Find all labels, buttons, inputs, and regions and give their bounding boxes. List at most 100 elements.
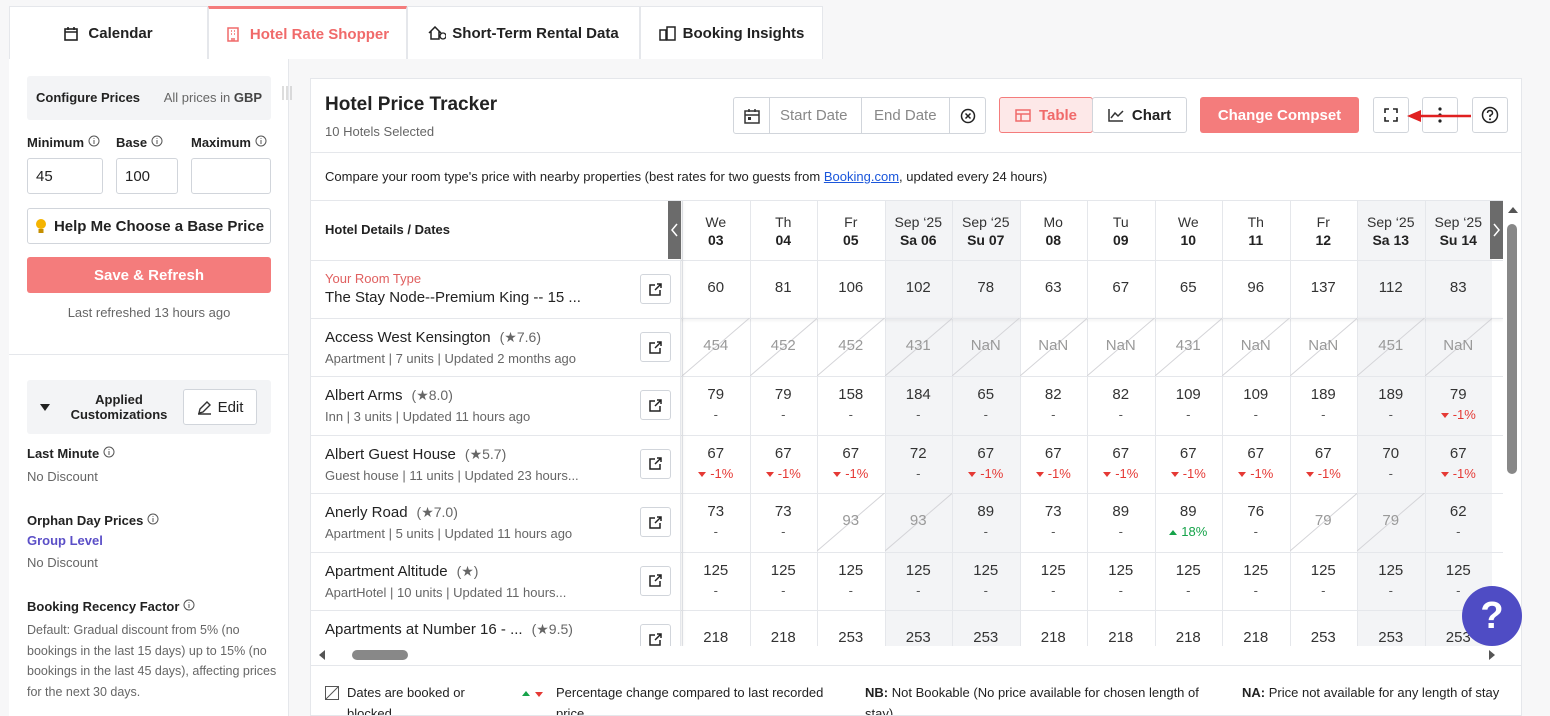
hotel-name-line: Albert Guest House (★5.7) [325,446,506,463]
slash [682,318,750,376]
slash [817,318,885,376]
start-date-input[interactable]: Start Date [780,107,848,124]
calendar-icon [744,109,760,124]
open-link-button[interactable] [640,624,671,646]
hotel-meta: Apartment | 7 units | Updated 2 months a… [325,351,577,366]
icon-part [658,28,667,41]
orphan-title: Orphan Day Prices [27,513,159,528]
edit-button[interactable]: Edit [183,389,257,425]
price: 125 [838,561,864,579]
scroll-right[interactable] [1488,650,1496,660]
date-picker[interactable]: Start Date End Date [733,97,986,134]
scroll-columns-button[interactable] [668,201,681,259]
price-change-text: -1% [1115,465,1139,481]
price: 67 [774,444,792,462]
price-change-text: - [848,582,853,598]
price-input[interactable]: 45 [27,158,103,194]
booked-slash [682,318,750,376]
tab[interactable]: Booking Insights [640,6,823,59]
price: 67 [977,444,995,462]
price-change-text: - [916,465,921,481]
open-link-button[interactable] [640,565,671,596]
price-change: - [952,407,1020,422]
hotel-name-line: Anerly Road (★7.0) [325,504,458,521]
orphan-level[interactable]: Group Level [27,533,103,548]
vertical-scrollbar[interactable] [1504,200,1521,646]
table-view-button[interactable]: Table [999,97,1093,133]
support-fab[interactable]: ? [1462,586,1522,646]
row-divider [311,434,1503,436]
open-link-button[interactable] [640,448,671,479]
slash [1424,318,1492,376]
price-change: -1% [1155,466,1223,481]
price-change: - [1020,583,1088,598]
price: 158 [838,386,864,404]
date-bottom: Su 07 [967,232,1005,248]
icon-part [1481,106,1499,124]
tab[interactable]: Calendar [9,6,208,59]
icon-part [325,686,339,700]
bulb-icon [35,219,46,233]
column-divider [1289,201,1291,646]
scroll-up[interactable] [1508,206,1518,214]
icon-part [649,282,662,296]
open-link-button[interactable] [640,332,671,362]
row-divider [311,376,1503,378]
scroll-thumb[interactable] [1507,224,1517,474]
date-bottom: 04 [775,232,792,248]
price: 82 [1044,386,1062,404]
scroll-columns-button[interactable] [1490,201,1503,259]
collapse-caret[interactable] [40,404,50,412]
price: 253 [973,629,999,646]
price: 125 [1175,561,1201,579]
price-change: - [1020,524,1088,539]
price: 73 [1044,503,1062,521]
fullscreen-button[interactable] [1373,97,1409,133]
save-refresh-button[interactable]: Save & Refresh [27,257,271,293]
open-link-button[interactable] [640,274,671,304]
tab-label: Hotel Rate Shopper [249,25,390,43]
scroll-left[interactable] [318,650,326,660]
change-compset-button[interactable]: Change Compset [1200,97,1359,133]
own-name: The Stay Node--Premium King -- 15 ... [325,289,581,306]
price: 125 [905,561,931,579]
row-divider [311,318,1503,319]
price: 125 [973,561,999,579]
price: NaN [1443,337,1474,354]
price: 72 [909,444,927,462]
scroll-thumb[interactable] [352,650,408,660]
tab[interactable]: Short-Term Rental Data [407,6,640,59]
price-input[interactable]: 100 [116,158,178,194]
tab[interactable]: Hotel Rate Shopper [208,6,407,59]
clear-date-icon[interactable] [960,108,976,124]
booked-slash [1019,318,1087,376]
hotel-rating: (★) [456,562,479,579]
price: 73 [707,503,725,521]
horizontal-scrollbar[interactable] [311,646,1503,664]
price-input[interactable] [191,158,271,194]
tab-label: Booking Insights [682,24,805,42]
hotel-column: Hotel Details / Dates Your Room Type The S… [311,201,681,646]
tab-label: Calendar [88,24,153,42]
price: 253 [1310,629,1336,646]
open-link-button[interactable] [640,390,671,421]
slash [817,493,885,552]
configure-title: Configure Prices [36,90,141,105]
splitter-handle[interactable] [281,86,295,103]
booked-slash [817,493,885,552]
help-base-price-button[interactable]: Help Me Choose a Base Price [27,208,271,244]
price: 109 [1243,386,1269,404]
icon-part [325,686,339,700]
help-button[interactable] [1472,97,1508,133]
external-link-icon [649,457,662,471]
booking-link[interactable]: Booking.com [823,169,900,184]
icon-part [227,26,239,42]
open-link-button[interactable] [640,507,671,538]
chart-view-button[interactable]: Chart [1092,97,1187,133]
icon-part [428,25,442,40]
end-date-input[interactable]: End Date [874,107,937,124]
price-change-text: - [1118,582,1123,598]
price: 218 [1243,629,1269,646]
orphan-value: No Discount [27,555,98,570]
icon-part [147,513,159,525]
